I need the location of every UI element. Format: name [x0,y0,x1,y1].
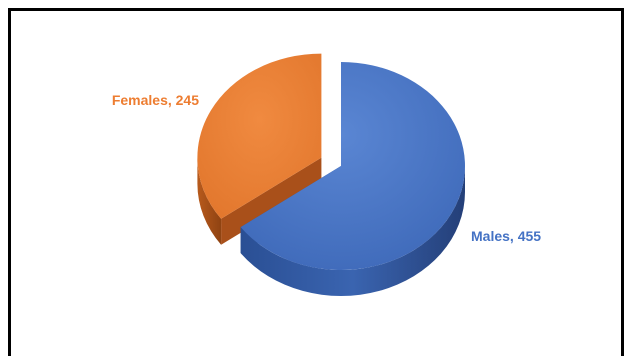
pie-slice-females-rim [197,157,222,245]
chart-frame: Males, 455 Females, 245 [8,8,624,356]
pie-chart: Males, 455 Females, 245 [112,53,541,296]
pie-slice-females-top [197,53,322,219]
pie-slice-males-rim [240,166,465,296]
pie-slice-females-cut-face [221,157,322,245]
data-label-females: Females, 245 [112,92,199,108]
data-label-males: Males, 455 [471,228,541,244]
pie-slice-females [197,53,322,245]
pie-slice-males-top [240,62,465,270]
pie-slice-males [240,62,465,296]
